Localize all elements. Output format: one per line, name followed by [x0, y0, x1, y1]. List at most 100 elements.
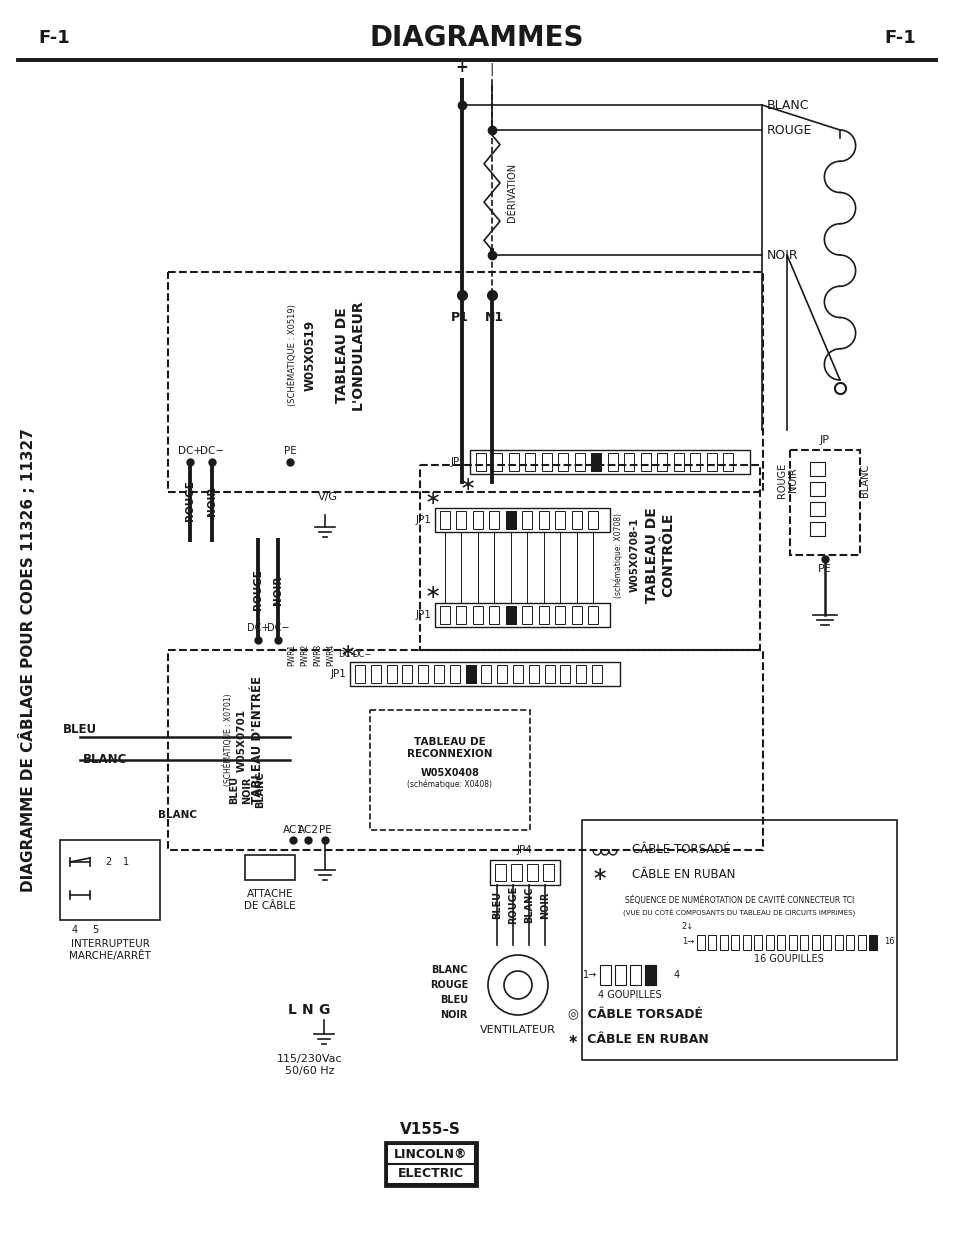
- Bar: [706, 453, 717, 471]
- Text: SÉQUENCE DE NUMÉROTATION DE CAVITÉ CONNECTEUR TCI: SÉQUENCE DE NUMÉROTATION DE CAVITÉ CONNE…: [624, 895, 853, 905]
- Text: DC−: DC−: [267, 622, 289, 634]
- Text: BLANC: BLANC: [859, 463, 869, 496]
- Text: L: L: [287, 1003, 296, 1016]
- Text: PWR2: PWR2: [300, 643, 309, 666]
- Text: (SCHÉMATIQUE : X0519): (SCHÉMATIQUE : X0519): [287, 304, 296, 406]
- Text: TABLEAU DE
CONTRÔLE: TABLEAU DE CONTRÔLE: [644, 508, 675, 603]
- Text: (VUE DU CÔTÉ COMPOSANTS DU TABLEAU DE CIRCUITS IMPRIMÉS): (VUE DU CÔTÉ COMPOSANTS DU TABLEAU DE CI…: [622, 909, 855, 918]
- Bar: [402, 664, 412, 683]
- Text: ∗  CÂBLE EN RUBAN: ∗ CÂBLE EN RUBAN: [567, 1034, 708, 1046]
- Bar: [439, 511, 450, 529]
- Bar: [581, 820, 896, 1060]
- Bar: [525, 453, 535, 471]
- Text: W05X0708-1: W05X0708-1: [629, 517, 639, 593]
- Text: AC1: AC1: [282, 825, 303, 835]
- Bar: [538, 511, 548, 529]
- Bar: [541, 453, 552, 471]
- Bar: [476, 453, 485, 471]
- Bar: [489, 511, 499, 529]
- Text: 1→: 1→: [582, 969, 597, 981]
- Bar: [607, 453, 618, 471]
- Bar: [615, 965, 625, 986]
- Text: ROUGE: ROUGE: [776, 462, 786, 498]
- Text: BLANC: BLANC: [431, 965, 468, 974]
- Bar: [528, 664, 538, 683]
- Text: BLEU: BLEU: [492, 890, 501, 919]
- Bar: [588, 606, 598, 624]
- Text: NOIR: NOIR: [242, 777, 252, 804]
- Text: ATTACHE
DE CÂBLE: ATTACHE DE CÂBLE: [244, 889, 295, 910]
- Text: NOIR: NOIR: [787, 468, 797, 493]
- Bar: [168, 272, 762, 492]
- Text: 16: 16: [883, 937, 894, 946]
- Bar: [558, 453, 568, 471]
- Bar: [834, 935, 842, 950]
- Text: JP1: JP1: [450, 457, 465, 467]
- Bar: [822, 935, 831, 950]
- Bar: [495, 864, 505, 881]
- Text: DÉRIVATION: DÉRIVATION: [506, 163, 517, 222]
- Bar: [575, 453, 584, 471]
- Bar: [435, 508, 609, 532]
- Text: BLANC: BLANC: [766, 99, 809, 111]
- Text: NOIR: NOIR: [766, 248, 798, 262]
- Bar: [489, 606, 499, 624]
- Text: F-1: F-1: [883, 28, 915, 47]
- Text: N: N: [302, 1003, 314, 1016]
- Bar: [449, 664, 459, 683]
- Bar: [811, 935, 820, 950]
- Bar: [592, 664, 601, 683]
- Bar: [245, 855, 294, 881]
- Text: BLANC: BLANC: [158, 810, 197, 820]
- Bar: [754, 935, 761, 950]
- Bar: [588, 511, 598, 529]
- Text: PWR4: PWR4: [326, 643, 335, 666]
- Bar: [419, 466, 760, 650]
- Text: 115/230Vac
50/60 Hz: 115/230Vac 50/60 Hz: [277, 1055, 342, 1076]
- Bar: [481, 664, 491, 683]
- Bar: [168, 650, 762, 850]
- Bar: [697, 935, 704, 950]
- Text: JP1: JP1: [415, 515, 431, 525]
- Bar: [765, 935, 773, 950]
- Text: AC2: AC2: [297, 825, 318, 835]
- Text: ROUGE: ROUGE: [429, 981, 468, 990]
- Text: G: G: [318, 1003, 330, 1016]
- Text: ROUGE: ROUGE: [507, 885, 517, 924]
- Text: DC+: DC+: [178, 446, 202, 456]
- Text: W05X0408: W05X0408: [420, 768, 479, 778]
- Text: ROUGE: ROUGE: [253, 569, 263, 610]
- Bar: [542, 864, 554, 881]
- Text: 1→: 1→: [681, 937, 693, 946]
- Bar: [845, 935, 854, 950]
- Bar: [60, 840, 160, 920]
- Bar: [555, 606, 565, 624]
- Text: CÂBLE EN RUBAN: CÂBLE EN RUBAN: [631, 868, 735, 882]
- Bar: [522, 511, 532, 529]
- Text: 4 GOUPILLES: 4 GOUPILLES: [598, 990, 661, 1000]
- Bar: [355, 664, 365, 683]
- Text: N1: N1: [484, 311, 503, 324]
- Bar: [809, 522, 824, 536]
- Text: CÂBLE TORSADÉ: CÂBLE TORSADÉ: [631, 844, 730, 857]
- Bar: [629, 965, 640, 986]
- Bar: [465, 664, 476, 683]
- Text: (schématique: X0708): (schématique: X0708): [613, 513, 622, 598]
- Text: DC−: DC−: [352, 651, 372, 659]
- Text: NOIR: NOIR: [539, 892, 550, 919]
- Bar: [559, 664, 570, 683]
- Text: TABLEAU D'ENTRÉE: TABLEAU D'ENTRÉE: [252, 676, 264, 804]
- Text: NOIR: NOIR: [440, 1010, 468, 1020]
- Text: BLEU: BLEU: [63, 724, 97, 736]
- Bar: [800, 935, 807, 950]
- Bar: [809, 501, 824, 516]
- Bar: [591, 453, 601, 471]
- Bar: [435, 603, 609, 627]
- Text: 2: 2: [105, 857, 111, 867]
- Bar: [505, 606, 516, 624]
- Text: JP1: JP1: [415, 610, 431, 620]
- Bar: [555, 511, 565, 529]
- Bar: [644, 965, 656, 986]
- Bar: [572, 606, 581, 624]
- Text: DC+: DC+: [338, 651, 357, 659]
